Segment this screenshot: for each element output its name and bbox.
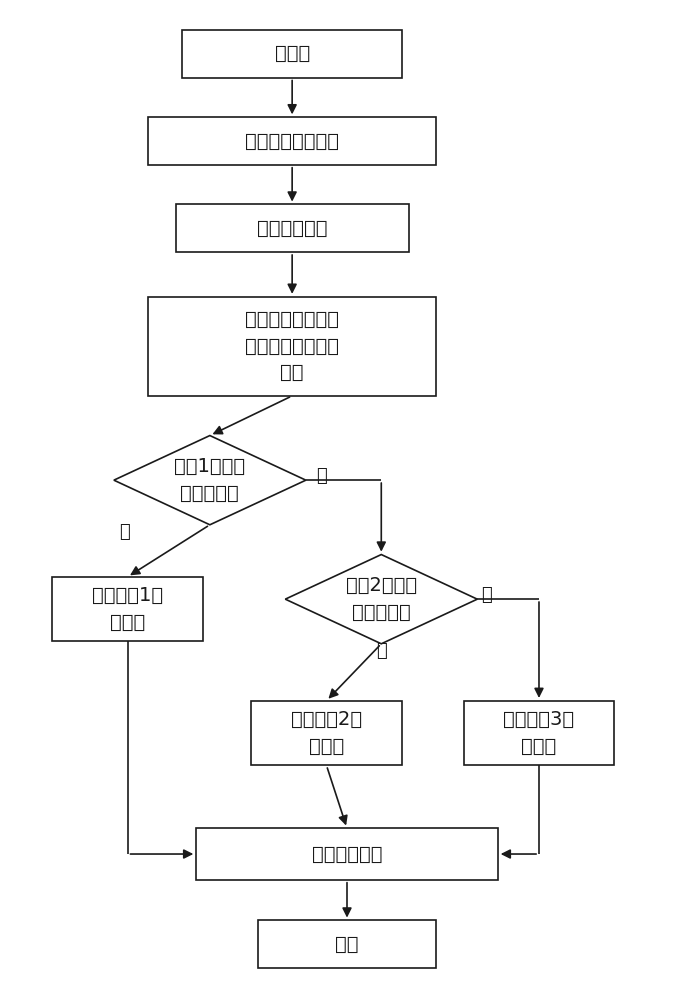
Text: 输出预测结果: 输出预测结果 bbox=[312, 845, 382, 864]
FancyBboxPatch shape bbox=[196, 828, 498, 880]
FancyBboxPatch shape bbox=[148, 297, 436, 396]
Polygon shape bbox=[285, 555, 477, 644]
Text: 采用模型3进
行预测: 采用模型3进 行预测 bbox=[503, 710, 575, 756]
FancyBboxPatch shape bbox=[464, 701, 614, 765]
FancyBboxPatch shape bbox=[176, 204, 409, 252]
Text: 是: 是 bbox=[376, 642, 387, 660]
Text: 采用模型1进
行预测: 采用模型1进 行预测 bbox=[92, 586, 163, 632]
Text: 提取特征向量: 提取特征向量 bbox=[257, 219, 328, 238]
Text: 数值天气预报获取: 数值天气预报获取 bbox=[245, 132, 339, 151]
FancyBboxPatch shape bbox=[148, 117, 436, 165]
FancyBboxPatch shape bbox=[251, 701, 402, 765]
Text: 否: 否 bbox=[316, 467, 327, 485]
FancyBboxPatch shape bbox=[52, 577, 203, 641]
Text: 否: 否 bbox=[481, 586, 491, 604]
Text: 与类2的中心
距离最小？: 与类2的中心 距离最小？ bbox=[346, 576, 417, 622]
Text: 结束: 结束 bbox=[335, 935, 359, 954]
Text: 初始化: 初始化 bbox=[275, 44, 310, 63]
FancyBboxPatch shape bbox=[258, 920, 436, 968]
Text: 是: 是 bbox=[119, 523, 130, 541]
Text: 与类1的中心
距离最小？: 与类1的中心 距离最小？ bbox=[174, 457, 246, 503]
Polygon shape bbox=[114, 436, 306, 525]
Text: 计算特征向量与三
类聚类中心之间的
距离: 计算特征向量与三 类聚类中心之间的 距离 bbox=[245, 310, 339, 382]
FancyBboxPatch shape bbox=[183, 30, 402, 78]
Text: 采用模型2进
行预测: 采用模型2进 行预测 bbox=[291, 710, 362, 756]
